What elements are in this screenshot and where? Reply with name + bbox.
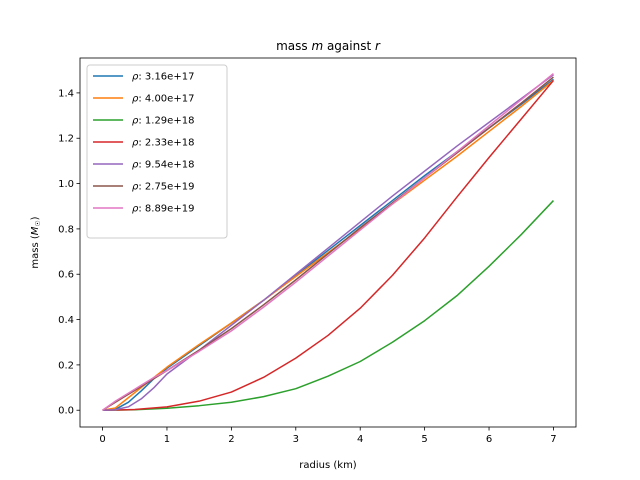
series-line-3 xyxy=(102,200,554,411)
series-line-2 xyxy=(102,79,554,411)
legend-value: : 2.33e+18 xyxy=(138,138,194,149)
series-line-5 xyxy=(102,74,554,411)
x-tick-label: 2 xyxy=(228,434,234,445)
series-line-7 xyxy=(102,73,554,411)
y-tick-label: 0.8 xyxy=(58,224,74,235)
series-line-6 xyxy=(102,76,554,411)
legend-value: : 2.75e+19 xyxy=(138,182,194,193)
legend-rho-symbol: ρ xyxy=(132,204,139,215)
legend: ρ: 3.16e+17ρ: 4.00e+17ρ: 1.29e+18ρ: 2.33… xyxy=(86,64,228,239)
x-tick-label: 5 xyxy=(421,434,427,445)
y-tick-label: 0.2 xyxy=(58,360,74,371)
legend-label-4: ρ: 2.33e+18 xyxy=(132,138,194,149)
y-label-pre: mass ( xyxy=(30,235,41,268)
x-tick-label: 3 xyxy=(293,434,299,445)
legend-rho-symbol: ρ xyxy=(132,160,139,171)
legend-value: : 4.00e+17 xyxy=(138,94,194,105)
title-var-r: r xyxy=(375,39,381,53)
x-tick-label: 4 xyxy=(357,434,363,445)
x-axis-ticks: 0 1 2 3 4 5 6 7 xyxy=(99,427,557,445)
y-tick-label: 1.2 xyxy=(58,134,74,145)
legend-value: : 9.54e+18 xyxy=(138,160,194,171)
x-tick-label: 0 xyxy=(99,434,105,445)
title-var-m: m xyxy=(311,39,323,53)
x-tick-label: 1 xyxy=(164,434,170,445)
legend-rho-symbol: ρ xyxy=(132,182,139,193)
legend-value: : 1.29e+18 xyxy=(138,116,194,127)
legend-rho-symbol: ρ xyxy=(132,138,139,149)
x-axis-label: radius (km) xyxy=(299,460,357,471)
legend-label-1: ρ: 3.16e+17 xyxy=(132,72,194,83)
y-label-sub: ☉ xyxy=(34,220,42,226)
legend-label-6: ρ: 2.75e+19 xyxy=(132,182,194,193)
y-tick-label: 0.4 xyxy=(58,315,74,326)
legend-items: ρ: 3.16e+17ρ: 4.00e+17ρ: 1.29e+18ρ: 2.33… xyxy=(93,72,194,215)
y-axis-label: mass (M☉) xyxy=(30,216,42,268)
y-tick-label: 1.0 xyxy=(58,179,74,190)
legend-value: : 8.89e+19 xyxy=(138,204,194,215)
chart-title: mass m against r xyxy=(276,39,381,53)
legend-label-7: ρ: 8.89e+19 xyxy=(132,204,194,215)
legend-label-5: ρ: 9.54e+18 xyxy=(132,160,194,171)
x-tick-label: 7 xyxy=(550,434,556,445)
legend-label-3: ρ: 1.29e+18 xyxy=(132,116,194,127)
legend-rho-symbol: ρ xyxy=(132,94,139,105)
x-tick-label: 6 xyxy=(486,434,492,445)
legend-rho-symbol: ρ xyxy=(132,116,139,127)
legend-label-2: ρ: 4.00e+17 xyxy=(132,94,194,105)
series-group xyxy=(102,73,555,411)
title-pre: mass xyxy=(276,39,311,53)
legend-value: : 3.16e+17 xyxy=(138,72,194,83)
legend-rho-symbol: ρ xyxy=(132,72,139,83)
y-label-sym: M xyxy=(30,226,41,235)
y-label-post: ) xyxy=(30,216,41,220)
axes-frame xyxy=(79,57,577,428)
y-axis-ticks: 0.0 0.2 0.4 0.6 0.8 1.0 1.2 1.4 xyxy=(58,88,80,417)
legend-box xyxy=(86,64,228,239)
y-tick-label: 0.0 xyxy=(58,406,74,417)
y-tick-label: 1.4 xyxy=(58,88,74,99)
title-mid: against xyxy=(323,39,375,53)
y-tick-label: 0.6 xyxy=(58,270,74,281)
series-line-4 xyxy=(102,79,555,411)
